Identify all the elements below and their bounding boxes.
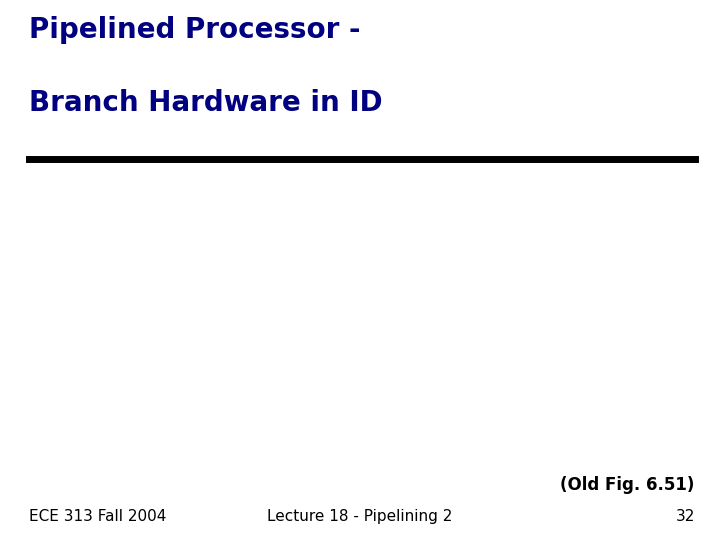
Text: Branch Hardware in ID: Branch Hardware in ID xyxy=(29,89,382,117)
Text: Pipelined Processor -: Pipelined Processor - xyxy=(29,16,360,44)
Text: 32: 32 xyxy=(675,509,695,524)
Text: (Old Fig. 6.51): (Old Fig. 6.51) xyxy=(560,476,695,494)
Text: Lecture 18 - Pipelining 2: Lecture 18 - Pipelining 2 xyxy=(267,509,453,524)
Text: ECE 313 Fall 2004: ECE 313 Fall 2004 xyxy=(29,509,166,524)
